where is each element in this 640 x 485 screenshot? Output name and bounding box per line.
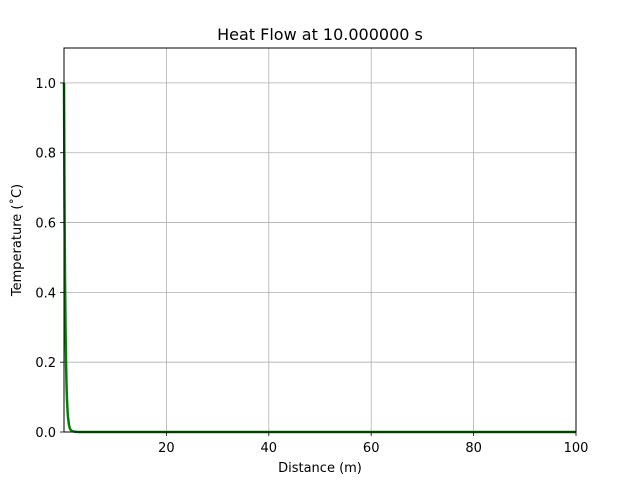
x-axis-label: Distance (m) bbox=[278, 461, 362, 476]
y-tick-label: 0.4 bbox=[35, 286, 56, 301]
x-tick-label: 20 bbox=[158, 441, 175, 456]
y-tick-label: 1.0 bbox=[35, 77, 56, 92]
y-axis-label: Temperature (˚C) bbox=[9, 184, 25, 297]
y-tick-label: 0.8 bbox=[35, 147, 56, 162]
chart-title: Heat Flow at 10.000000 s bbox=[217, 25, 423, 44]
grid-lines bbox=[64, 48, 577, 433]
x-tick-label: 100 bbox=[564, 441, 589, 456]
plot-frame bbox=[63, 47, 577, 433]
x-tick-label: 40 bbox=[261, 441, 278, 456]
y-tick-label: 0.2 bbox=[35, 356, 56, 371]
y-tick-label: 0.6 bbox=[35, 217, 56, 232]
tick-layer: 20 40 60 80 100 0.0 0.2 0.4 0.6 0.8 1.0 bbox=[35, 77, 588, 456]
plot-area bbox=[64, 48, 576, 432]
x-tick-label: 80 bbox=[465, 441, 482, 456]
x-tick-label: 60 bbox=[363, 441, 380, 456]
y-tick-label: 0.0 bbox=[35, 426, 56, 441]
